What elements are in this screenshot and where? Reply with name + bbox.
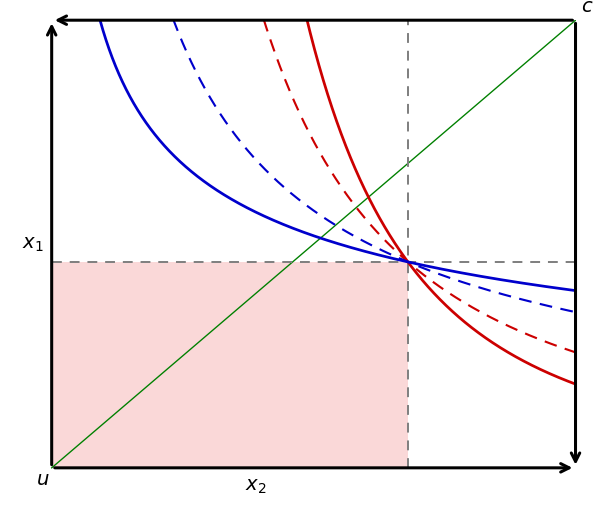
Text: $c$: $c$ (580, 0, 593, 16)
Text: $x_1$: $x_1$ (22, 234, 44, 253)
Text: $x_2$: $x_2$ (245, 477, 267, 496)
Bar (52, 262, 407, 468)
Text: $u$: $u$ (35, 470, 49, 489)
